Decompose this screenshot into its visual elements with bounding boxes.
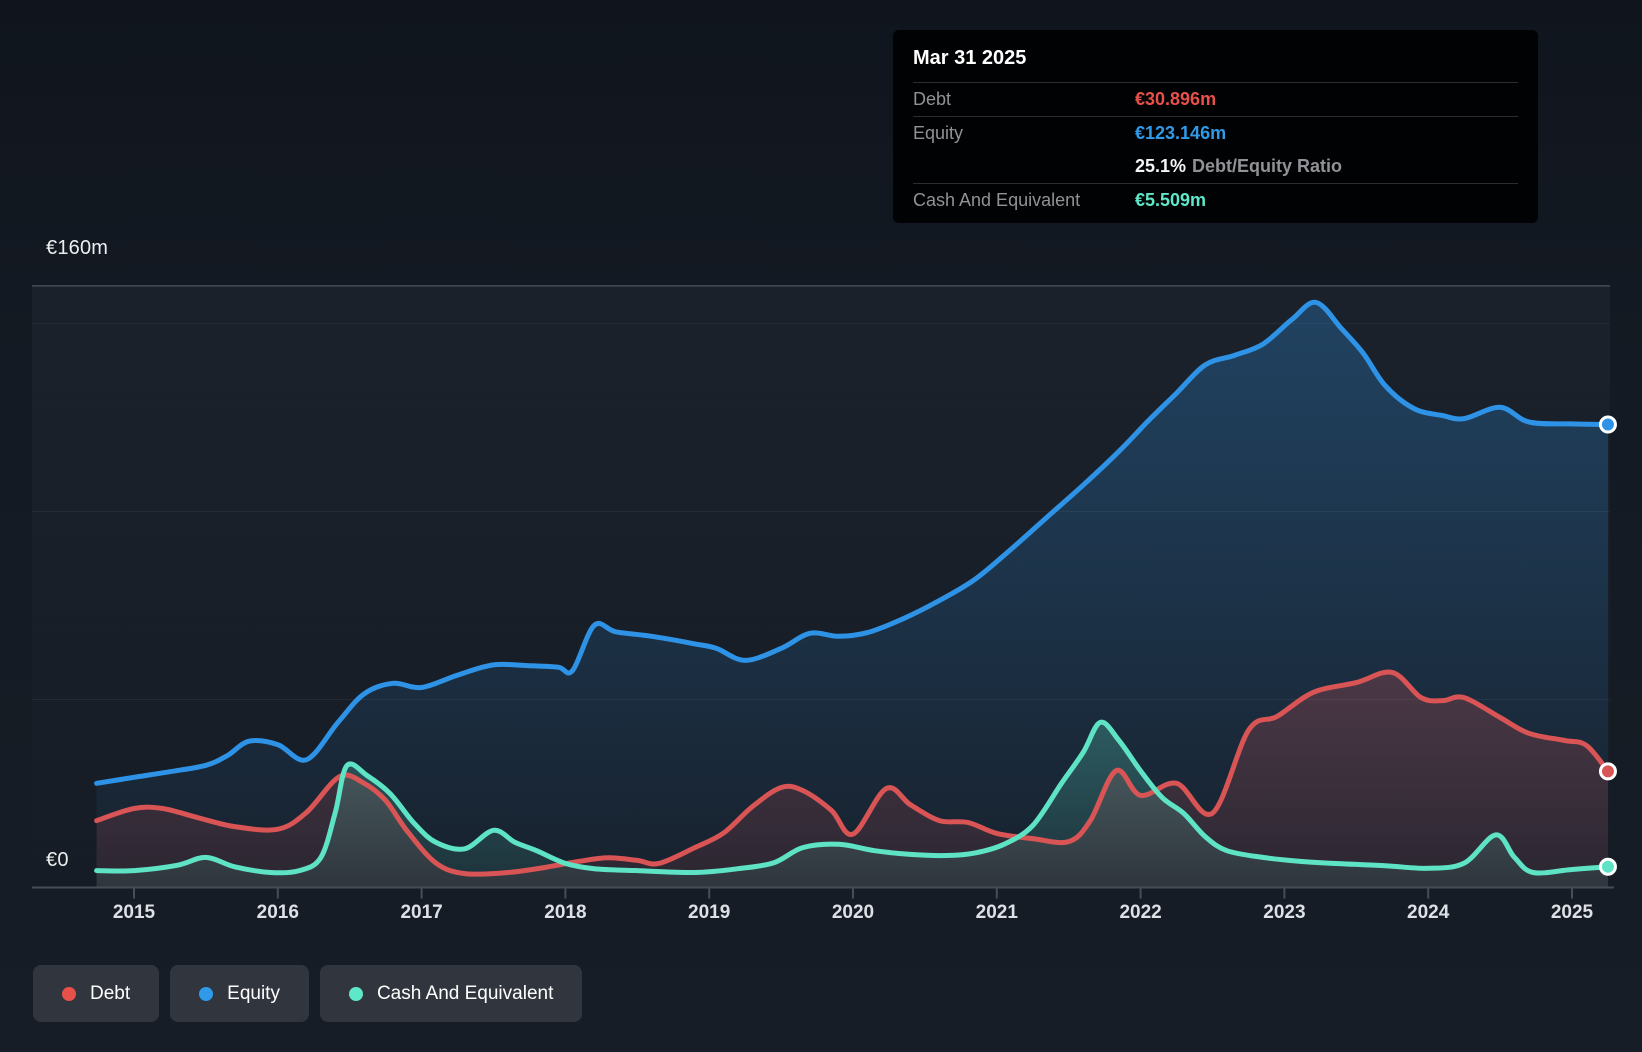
cash-series-dot-icon bbox=[348, 986, 363, 1001]
x-tick-label-2016: 2016 bbox=[257, 902, 299, 923]
tooltip-ratio-label: Debt/Equity Ratio bbox=[1192, 156, 1343, 176]
tooltip-row-ratio: 25.1% Debt/Equity Ratio bbox=[913, 150, 1518, 184]
tooltip-ratio: 25.1% Debt/Equity Ratio bbox=[1135, 156, 1342, 177]
chart-tooltip: Mar 31 2025 Debt €30.896m Equity €123.14… bbox=[893, 30, 1538, 223]
equity-line bbox=[94, 299, 1611, 786]
tooltip-row-debt: Debt €30.896m bbox=[913, 83, 1518, 117]
debt-area bbox=[96, 671, 1609, 888]
tooltip-cash-value: €5.509m bbox=[1135, 190, 1207, 210]
debt-series-dot-icon bbox=[62, 986, 76, 1001]
y-axis-max-label: €160m bbox=[46, 237, 109, 259]
x-tick-label-2025: 2025 bbox=[1551, 902, 1594, 923]
tooltip-date: Mar 31 2025 bbox=[913, 43, 1518, 83]
debt-line bbox=[94, 669, 1611, 877]
tooltip-equity-label: Equity bbox=[913, 123, 964, 143]
x-tick-label-2019: 2019 bbox=[688, 902, 730, 923]
equity-series-dot-icon bbox=[199, 986, 214, 1001]
y-axis-zero-label: €0 bbox=[46, 849, 69, 871]
tooltip-row-cash: Cash And Equivalent €5.509m bbox=[913, 184, 1518, 217]
cash-and-equivalent-line bbox=[94, 719, 1611, 876]
x-tick-label-2020: 2020 bbox=[832, 902, 874, 923]
x-tick-label-2024: 2024 bbox=[1407, 902, 1450, 923]
x-tick-label-2022: 2022 bbox=[1119, 902, 1161, 923]
x-tick-label-2018: 2018 bbox=[544, 902, 586, 923]
tooltip-debt-label: Debt bbox=[913, 89, 952, 109]
legend-item-debt[interactable]: Debt bbox=[33, 965, 160, 1022]
tooltip-ratio-value: 25.1% bbox=[1135, 156, 1187, 176]
tooltip-equity-value: €123.146m bbox=[1135, 123, 1227, 143]
tooltip-debt-value: €30.896m bbox=[1135, 89, 1217, 109]
legend-item-equity[interactable]: Equity bbox=[170, 965, 309, 1022]
cash-and-equivalent-end-marker[interactable] bbox=[1598, 857, 1617, 876]
x-tick-label-2021: 2021 bbox=[976, 902, 1019, 923]
legend-item-cash[interactable]: Cash And Equivalent bbox=[319, 965, 583, 1022]
legend-cash-label: Cash And Equivalent bbox=[376, 982, 554, 1004]
tooltip-cash-label: Cash And Equivalent bbox=[913, 190, 1081, 210]
legend-equity-label: Equity bbox=[227, 982, 280, 1004]
x-tick-label-2015: 2015 bbox=[113, 902, 156, 923]
x-tick-label-2023: 2023 bbox=[1263, 902, 1305, 923]
tooltip-row-equity: Equity €123.146m bbox=[913, 117, 1518, 150]
legend-debt-label: Debt bbox=[90, 982, 131, 1004]
equity-area bbox=[96, 302, 1609, 888]
equity-end-marker[interactable] bbox=[1598, 415, 1617, 434]
debt-end-marker[interactable] bbox=[1598, 762, 1617, 781]
x-tick-label-2017: 2017 bbox=[400, 902, 442, 923]
chart-legend: Debt Equity Cash And Equivalent bbox=[33, 965, 583, 1022]
